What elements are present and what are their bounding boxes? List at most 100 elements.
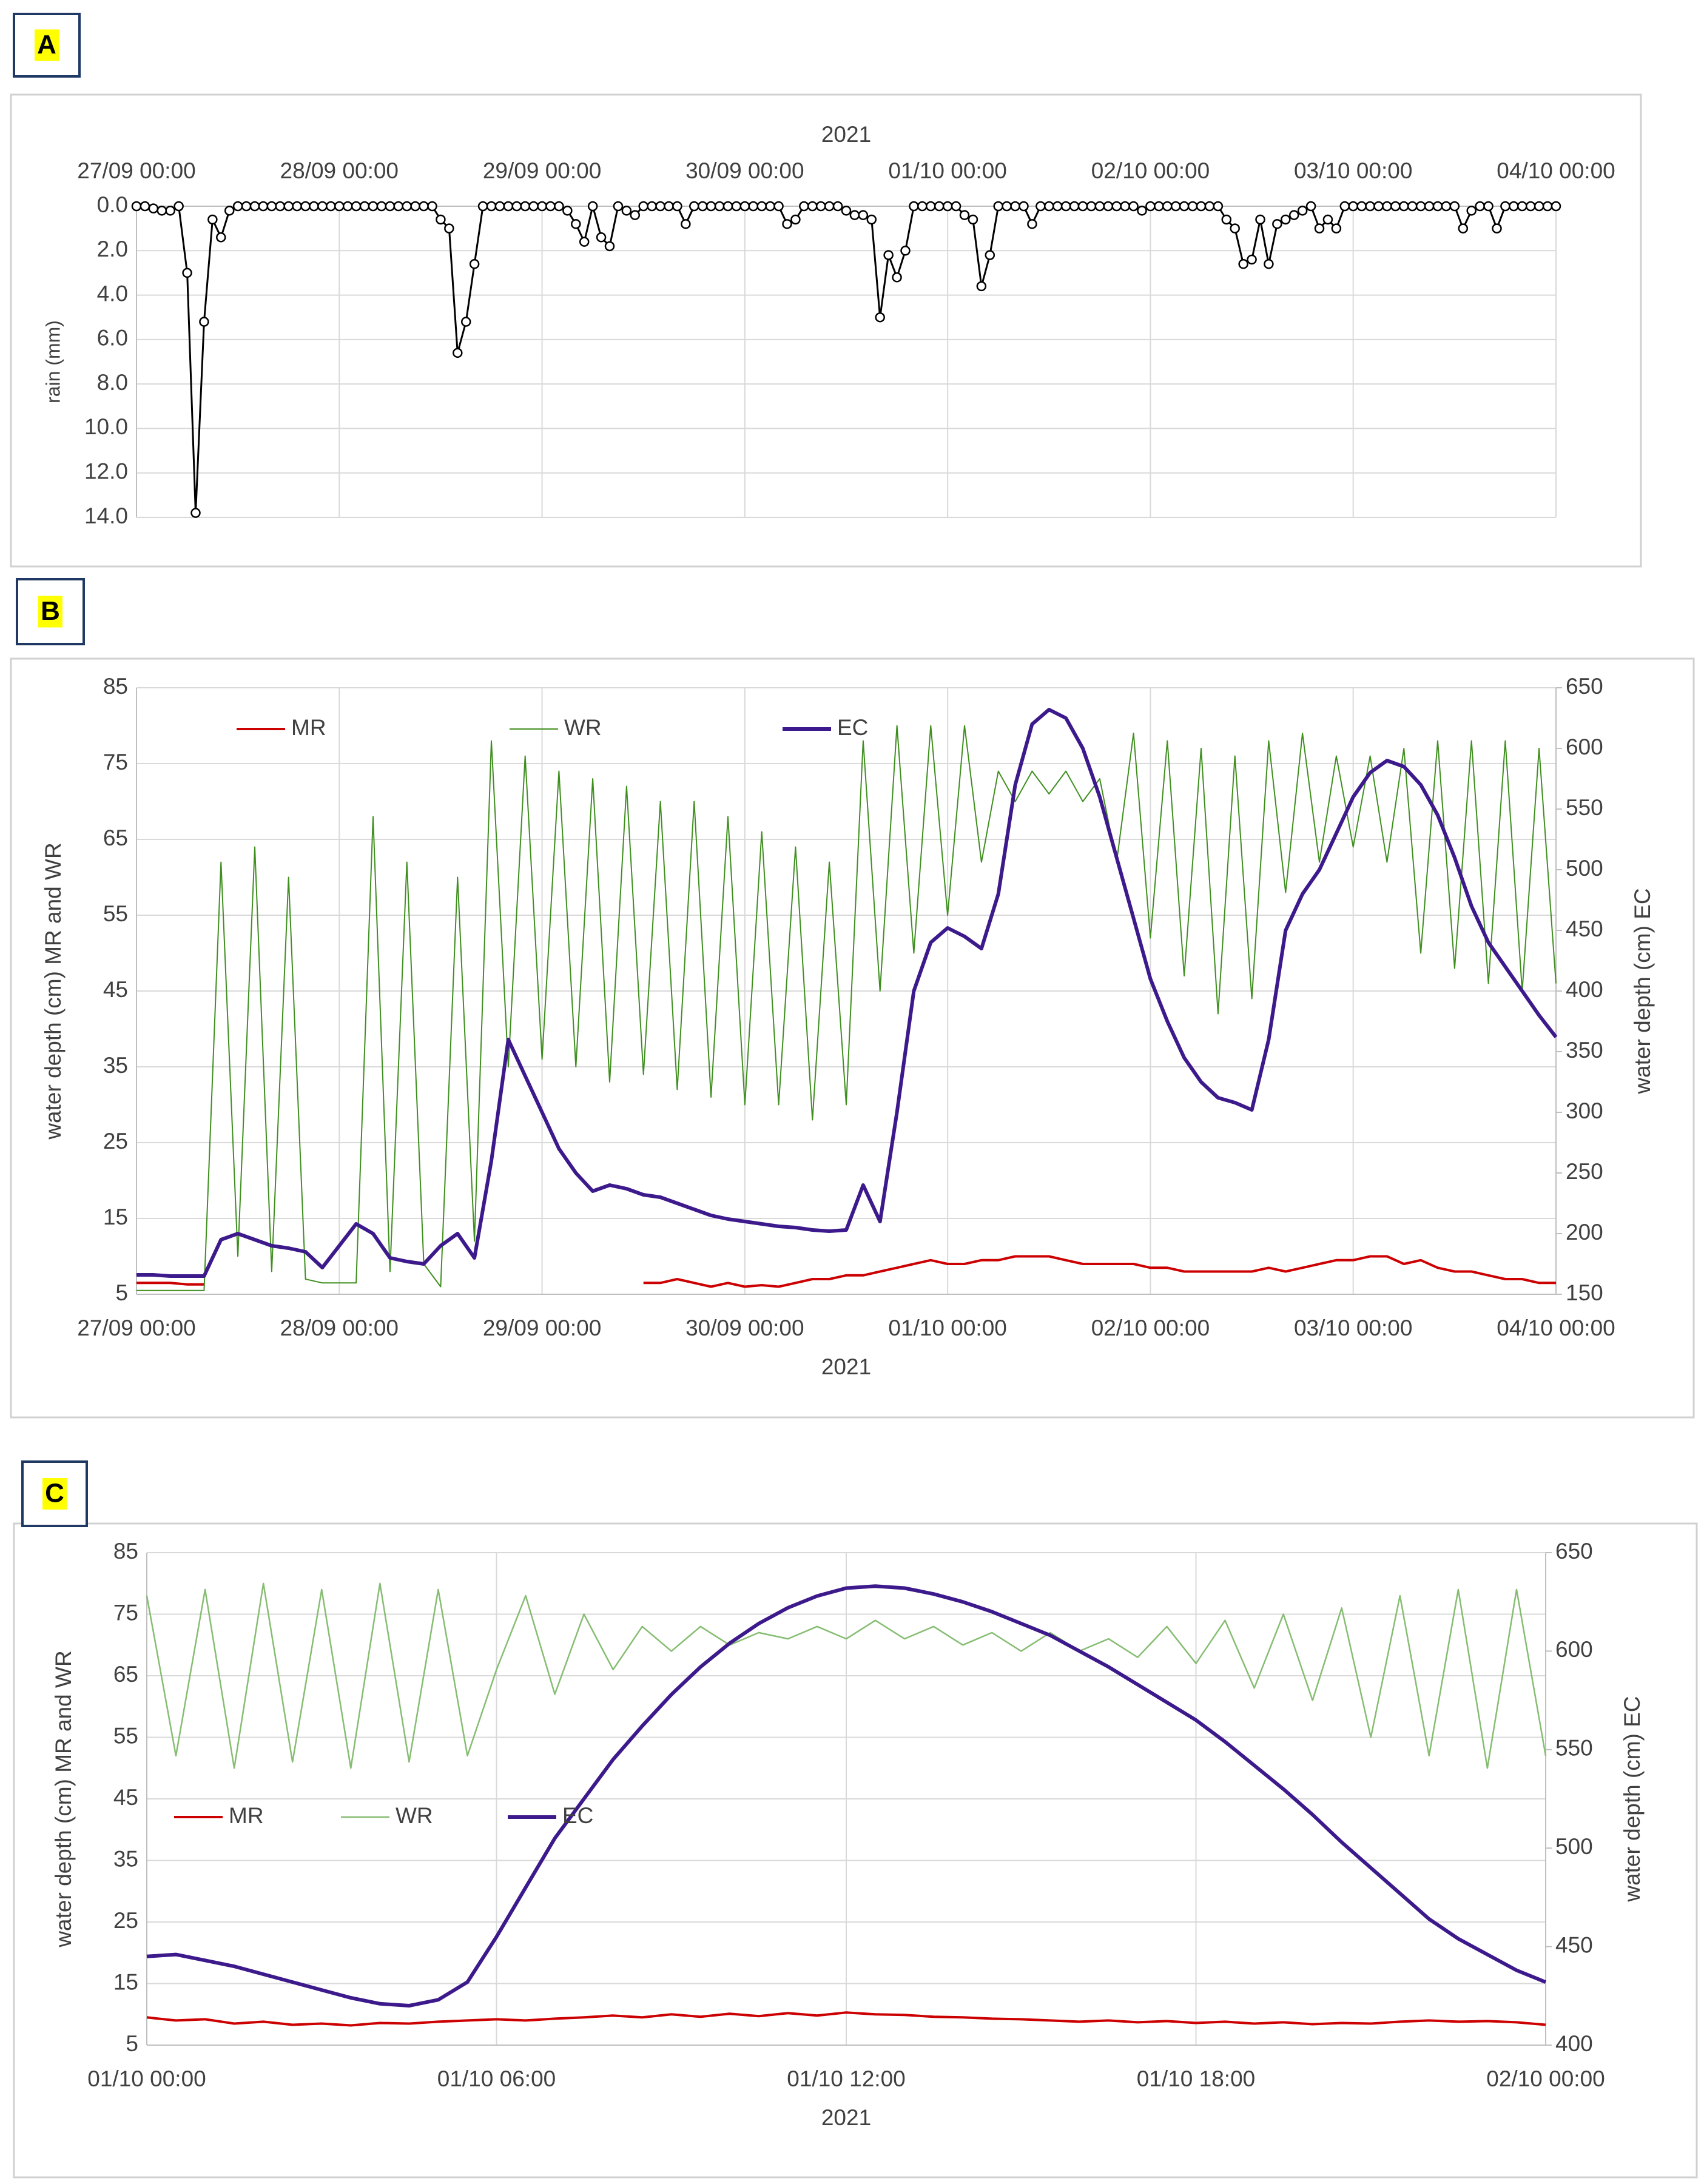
data-point bbox=[453, 348, 463, 358]
data-point bbox=[1221, 214, 1232, 225]
y-tick-label: 25 bbox=[113, 1908, 138, 1933]
data-point bbox=[486, 201, 497, 212]
x-tick-label: 01/10 12:00 bbox=[787, 2066, 905, 2091]
data-point bbox=[520, 201, 530, 212]
data-point bbox=[1390, 201, 1401, 212]
data-point bbox=[849, 210, 860, 220]
data-point bbox=[892, 272, 902, 283]
y-tick-label: 55 bbox=[113, 1723, 138, 1748]
data-point bbox=[545, 201, 556, 212]
data-point bbox=[587, 201, 598, 212]
x-tick-label: 01/10 00:00 bbox=[87, 2066, 206, 2091]
x-tick-label: 04/10 00:00 bbox=[1497, 158, 1615, 183]
data-point bbox=[1399, 201, 1409, 212]
series-line bbox=[146, 2011, 1546, 2027]
data-point bbox=[173, 201, 184, 212]
data-point bbox=[900, 246, 911, 256]
data-point bbox=[655, 201, 665, 212]
y-tick-label: 85 bbox=[103, 674, 128, 699]
x-axis-title: 2021 bbox=[821, 2105, 871, 2130]
series-line bbox=[136, 725, 1557, 1291]
data-point bbox=[1424, 201, 1435, 212]
x-tick-label: 03/10 00:00 bbox=[1294, 158, 1412, 183]
data-point bbox=[1305, 201, 1316, 212]
data-point bbox=[722, 201, 733, 212]
data-point bbox=[1356, 201, 1367, 212]
data-point bbox=[562, 206, 573, 216]
panel-label-box bbox=[16, 578, 85, 645]
y-axis-title: water depth (cm) MR and WR bbox=[41, 842, 66, 1140]
x-tick-label: 01/10 18:00 bbox=[1137, 2066, 1255, 2091]
data-point bbox=[1415, 201, 1426, 212]
data-point bbox=[469, 259, 480, 269]
data-point bbox=[672, 201, 682, 212]
y2-tick-label: 400 bbox=[1555, 2031, 1593, 2056]
x-axis-title: 2021 bbox=[821, 1354, 871, 1379]
data-point bbox=[1525, 201, 1536, 212]
data-point bbox=[1170, 201, 1181, 212]
y-tick-label: 10.0 bbox=[84, 414, 128, 439]
data-point bbox=[317, 201, 328, 212]
y-tick-label: 0.0 bbox=[97, 192, 128, 217]
data-point bbox=[182, 267, 192, 278]
data-point bbox=[917, 201, 928, 212]
data-point bbox=[351, 201, 362, 212]
data-point bbox=[224, 206, 235, 216]
data-point bbox=[1154, 201, 1164, 212]
data-point bbox=[1086, 201, 1097, 212]
data-point bbox=[1407, 201, 1418, 212]
series-line bbox=[146, 1582, 1547, 1769]
data-point bbox=[300, 201, 311, 212]
data-point bbox=[1331, 223, 1342, 234]
data-point bbox=[647, 201, 657, 212]
x-tick-label: 02/10 00:00 bbox=[1486, 2066, 1605, 2091]
data-point bbox=[1077, 201, 1088, 212]
data-point bbox=[630, 210, 641, 220]
data-point bbox=[1162, 201, 1173, 212]
panel-frame bbox=[10, 657, 1695, 1419]
y-tick-label: 5 bbox=[115, 1280, 128, 1305]
data-point bbox=[436, 214, 446, 225]
data-point bbox=[266, 201, 277, 212]
y-tick-label: 65 bbox=[103, 825, 128, 850]
data-point bbox=[1103, 201, 1114, 212]
panel-label: A bbox=[37, 30, 56, 59]
y-tick-label: 2.0 bbox=[97, 237, 128, 261]
data-point bbox=[199, 317, 209, 327]
data-point bbox=[1027, 219, 1037, 229]
data-point bbox=[309, 201, 319, 212]
data-point bbox=[232, 201, 243, 212]
data-point bbox=[1128, 201, 1139, 212]
y2-tick-label: 350 bbox=[1566, 1038, 1603, 1063]
y2-tick-label: 400 bbox=[1566, 977, 1603, 1002]
data-point bbox=[1120, 201, 1130, 212]
y2-tick-label: 600 bbox=[1566, 734, 1603, 759]
y2-tick-label: 500 bbox=[1566, 856, 1603, 881]
data-point bbox=[385, 201, 396, 212]
y2-tick-label: 550 bbox=[1555, 1736, 1593, 1761]
y2-tick-label: 550 bbox=[1566, 795, 1603, 820]
data-point bbox=[765, 201, 775, 212]
data-point bbox=[1213, 201, 1224, 212]
series-line bbox=[643, 1255, 1556, 1288]
data-point bbox=[604, 241, 615, 252]
data-point bbox=[1044, 201, 1054, 212]
data-point bbox=[1069, 201, 1080, 212]
panel-frame bbox=[10, 93, 1642, 568]
data-point bbox=[1255, 214, 1265, 225]
legend-label: EC bbox=[837, 715, 868, 740]
series-line bbox=[136, 1282, 204, 1286]
y-tick-label: 65 bbox=[113, 1662, 138, 1687]
x-tick-label: 01/10 00:00 bbox=[888, 158, 1006, 183]
x-tick-label: 28/09 00:00 bbox=[280, 158, 399, 183]
y2-tick-label: 650 bbox=[1555, 1539, 1593, 1564]
data-point bbox=[1483, 201, 1494, 212]
data-point bbox=[419, 201, 429, 212]
data-point bbox=[1036, 201, 1046, 212]
data-point bbox=[1111, 201, 1122, 212]
data-point bbox=[1542, 201, 1553, 212]
data-point bbox=[157, 206, 167, 216]
y-tick-label: 8.0 bbox=[97, 370, 128, 395]
data-point bbox=[866, 214, 877, 225]
